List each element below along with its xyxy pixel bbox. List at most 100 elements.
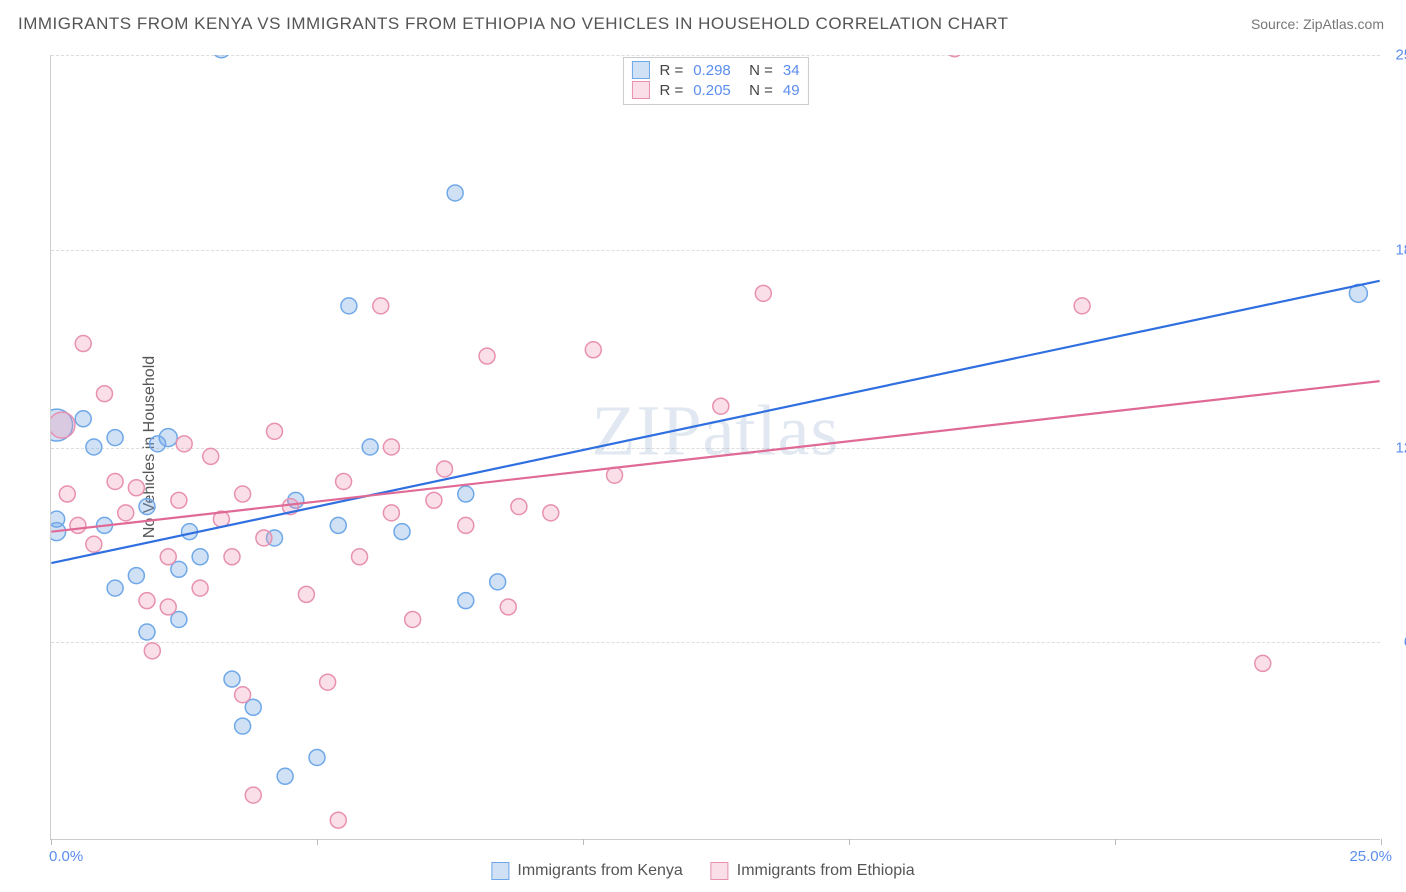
x-tick-min: 0.0%	[49, 848, 83, 865]
x-tick	[1381, 839, 1382, 845]
data-point	[86, 439, 102, 455]
data-point	[203, 448, 219, 464]
data-point	[383, 439, 399, 455]
data-point	[458, 486, 474, 502]
data-point	[511, 499, 527, 515]
n-label: N =	[741, 82, 773, 99]
data-point	[212, 55, 230, 58]
data-point	[86, 536, 102, 552]
data-point	[426, 492, 442, 508]
data-point	[277, 768, 293, 784]
r-value-kenya: 0.298	[693, 62, 731, 79]
x-tick-max: 25.0%	[1349, 848, 1392, 865]
data-point	[192, 580, 208, 596]
data-point	[458, 517, 474, 533]
x-tick	[583, 839, 584, 845]
data-point	[144, 643, 160, 659]
correlation-legend: R = 0.298 N = 34 R = 0.205 N = 49	[622, 57, 808, 105]
data-point	[320, 674, 336, 690]
legend-item-kenya: Immigrants from Kenya	[491, 862, 682, 880]
data-point	[59, 486, 75, 502]
data-point	[159, 429, 177, 447]
legend-row: R = 0.205 N = 49	[631, 80, 799, 100]
r-label: R =	[659, 62, 683, 79]
legend-item-ethiopia: Immigrants from Ethiopia	[711, 862, 915, 880]
data-point	[107, 580, 123, 596]
data-point	[336, 474, 352, 490]
data-point	[330, 517, 346, 533]
data-point	[192, 549, 208, 565]
data-point	[139, 499, 155, 515]
data-point	[447, 185, 463, 201]
x-tick	[849, 839, 850, 845]
data-point	[256, 530, 272, 546]
data-point	[309, 749, 325, 765]
swatch-kenya-icon	[631, 61, 649, 79]
r-label: R =	[659, 82, 683, 99]
x-tick	[1115, 839, 1116, 845]
swatch-ethiopia-icon	[631, 81, 649, 99]
data-point	[479, 348, 495, 364]
data-point	[1074, 298, 1090, 314]
data-point	[500, 599, 516, 615]
swatch-ethiopia-icon	[711, 862, 729, 880]
data-point	[341, 298, 357, 314]
plot-area: No Vehicles in Household ZIPatlas R = 0.…	[50, 55, 1380, 840]
data-point	[713, 398, 729, 414]
data-point	[405, 611, 421, 627]
data-point	[96, 386, 112, 402]
data-point	[51, 511, 65, 527]
data-point	[160, 599, 176, 615]
series-legend: Immigrants from Kenya Immigrants from Et…	[491, 862, 914, 880]
trend-line	[51, 281, 1379, 563]
data-point	[75, 411, 91, 427]
data-point	[490, 574, 506, 590]
data-point	[947, 55, 963, 57]
data-point	[139, 593, 155, 609]
y-tick-label: 12.5%	[1395, 439, 1406, 456]
data-point	[267, 423, 283, 439]
n-label: N =	[741, 62, 773, 79]
y-tick-label: 25.0%	[1395, 47, 1406, 64]
data-point	[373, 298, 389, 314]
n-value-ethiopia: 49	[783, 82, 800, 99]
data-point	[235, 486, 251, 502]
data-point	[160, 549, 176, 565]
y-tick-label: 18.8%	[1395, 241, 1406, 258]
n-value-kenya: 34	[783, 62, 800, 79]
data-point	[362, 439, 378, 455]
data-point	[107, 474, 123, 490]
data-point	[607, 467, 623, 483]
data-point	[235, 687, 251, 703]
x-tick	[317, 839, 318, 845]
legend-row: R = 0.298 N = 34	[631, 60, 799, 80]
data-point	[1255, 655, 1271, 671]
data-point	[437, 461, 453, 477]
x-tick	[51, 839, 52, 845]
data-point	[298, 586, 314, 602]
r-value-ethiopia: 0.205	[693, 82, 731, 99]
scatter-svg	[51, 55, 1380, 839]
legend-label-ethiopia: Immigrants from Ethiopia	[737, 862, 915, 880]
data-point	[51, 412, 75, 438]
legend-label-kenya: Immigrants from Kenya	[517, 862, 682, 880]
data-point	[330, 812, 346, 828]
data-point	[139, 624, 155, 640]
data-point	[70, 517, 86, 533]
data-point	[128, 480, 144, 496]
data-point	[585, 342, 601, 358]
data-point	[118, 505, 134, 521]
data-point	[352, 549, 368, 565]
data-point	[128, 568, 144, 584]
data-point	[543, 505, 559, 521]
data-point	[235, 718, 251, 734]
data-point	[383, 505, 399, 521]
chart-title: IMMIGRANTS FROM KENYA VS IMMIGRANTS FROM…	[18, 14, 1009, 34]
data-point	[176, 436, 192, 452]
source-label: Source: ZipAtlas.com	[1251, 16, 1384, 32]
data-point	[245, 787, 261, 803]
data-point	[171, 492, 187, 508]
data-point	[394, 524, 410, 540]
data-point	[224, 671, 240, 687]
data-point	[107, 430, 123, 446]
